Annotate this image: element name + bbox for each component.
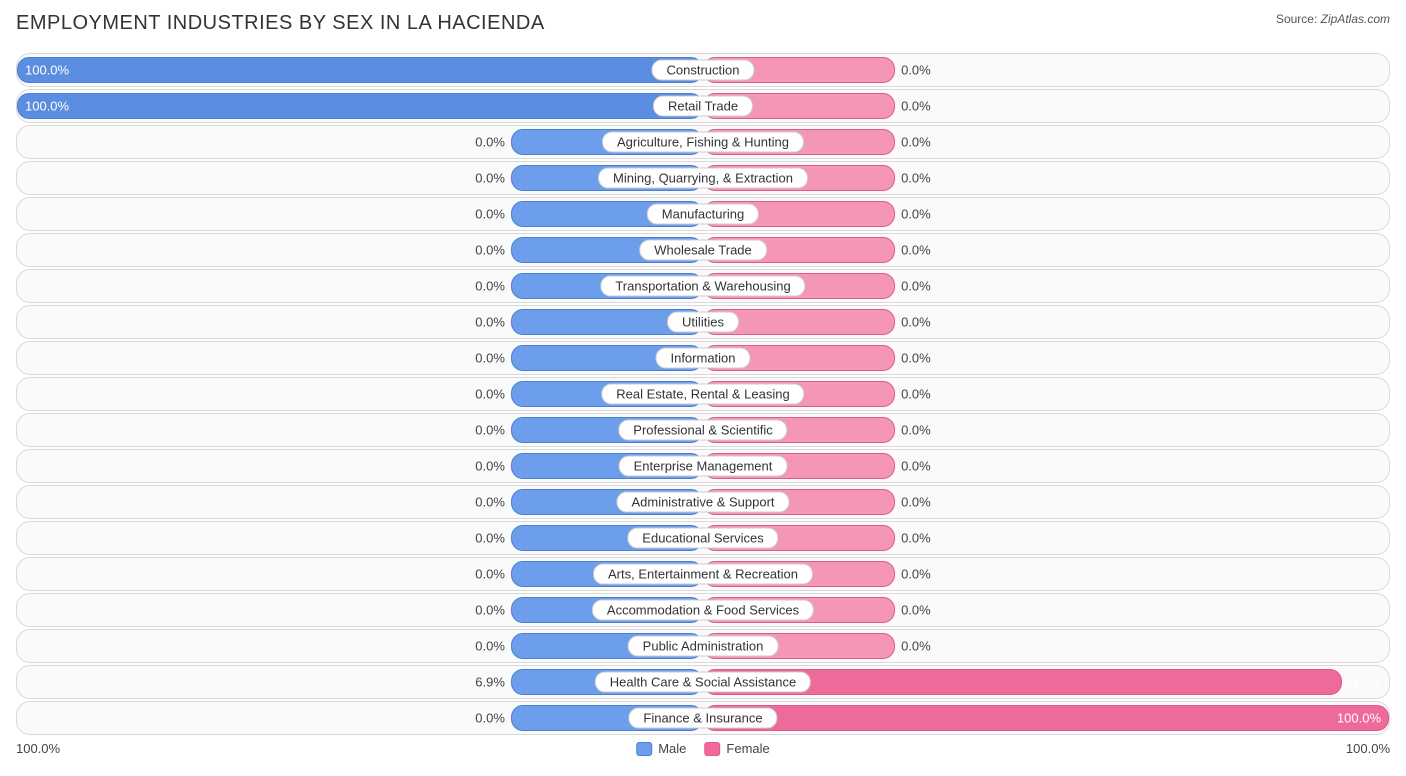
legend-male-label: Male [658,741,686,756]
female-value: 0.0% [901,63,931,78]
category-label: Educational Services [627,528,778,549]
category-label: Enterprise Management [619,456,788,477]
category-label: Arts, Entertainment & Recreation [593,564,813,585]
axis-right-label: 100.0% [1346,741,1390,756]
female-value: 0.0% [901,603,931,618]
female-value: 0.0% [901,279,931,294]
chart-row: 0.0% 0.0% Arts, Entertainment & Recreation [16,557,1390,591]
male-value: 0.0% [475,315,505,330]
female-value: 0.0% [901,351,931,366]
male-value: 0.0% [475,495,505,510]
chart-row: 0.0% 0.0% Public Administration [16,629,1390,663]
chart-row: 0.0% 0.0% Educational Services [16,521,1390,555]
female-value: 0.0% [901,639,931,654]
chart-row: 0.0% 100.0% Finance & Insurance [16,701,1390,735]
male-value: 0.0% [475,387,505,402]
female-value: 0.0% [901,99,931,114]
male-swatch-icon [636,742,652,756]
female-value: 0.0% [901,495,931,510]
female-value: 100.0% [1337,711,1381,726]
chart-row: 6.9% 93.1% Health Care & Social Assistance [16,665,1390,699]
female-value: 0.0% [901,567,931,582]
chart-row: 100.0% 0.0% Retail Trade [16,89,1390,123]
chart-row: 0.0% 0.0% Real Estate, Rental & Leasing [16,377,1390,411]
female-swatch-icon [704,742,720,756]
male-bar [17,93,703,119]
male-value: 0.0% [475,279,505,294]
female-value: 0.0% [901,207,931,222]
chart-row: 0.0% 0.0% Enterprise Management [16,449,1390,483]
category-label: Retail Trade [653,96,753,117]
chart-row: 0.0% 0.0% Wholesale Trade [16,233,1390,267]
female-value: 0.0% [901,171,931,186]
female-bar [703,705,1389,731]
male-value: 0.0% [475,531,505,546]
chart-header: EMPLOYMENT INDUSTRIES BY SEX IN LA HACIE… [16,12,1390,35]
category-label: Real Estate, Rental & Leasing [601,384,804,405]
category-label: Wholesale Trade [639,240,767,261]
female-value: 0.0% [901,531,931,546]
category-label: Manufacturing [647,204,759,225]
male-value: 0.0% [475,135,505,150]
female-value: 0.0% [901,243,931,258]
legend-item-female: Female [704,741,769,756]
chart-row: 0.0% 0.0% Agriculture, Fishing & Hunting [16,125,1390,159]
source-label: Source: [1276,12,1317,26]
male-value: 0.0% [475,243,505,258]
male-value: 0.0% [475,351,505,366]
female-value: 0.0% [901,387,931,402]
female-value: 0.0% [901,459,931,474]
chart-source: Source: ZipAtlas.com [1276,12,1390,26]
male-value: 100.0% [25,63,69,78]
chart-row: 100.0% 0.0% Construction [16,53,1390,87]
male-value: 100.0% [25,99,69,114]
chart-row: 0.0% 0.0% Manufacturing [16,197,1390,231]
category-label: Professional & Scientific [618,420,787,441]
female-value: 93.1% [1344,675,1381,690]
category-label: Construction [652,60,755,81]
category-label: Finance & Insurance [628,708,777,729]
category-label: Administrative & Support [616,492,789,513]
chart-row: 0.0% 0.0% Administrative & Support [16,485,1390,519]
category-label: Accommodation & Food Services [592,600,814,621]
female-value: 0.0% [901,315,931,330]
chart-title: EMPLOYMENT INDUSTRIES BY SEX IN LA HACIE… [16,12,545,35]
category-label: Transportation & Warehousing [600,276,805,297]
female-value: 0.0% [901,135,931,150]
axis-left-label: 100.0% [16,741,60,756]
chart-legend: Male Female [636,741,770,756]
male-value: 6.9% [475,675,505,690]
chart-row: 0.0% 0.0% Mining, Quarrying, & Extraction [16,161,1390,195]
chart-row: 0.0% 0.0% Professional & Scientific [16,413,1390,447]
chart-row: 0.0% 0.0% Information [16,341,1390,375]
category-label: Health Care & Social Assistance [595,672,811,693]
chart-row: 0.0% 0.0% Transportation & Warehousing [16,269,1390,303]
category-label: Utilities [667,312,739,333]
male-value: 0.0% [475,639,505,654]
male-value: 0.0% [475,711,505,726]
male-value: 0.0% [475,207,505,222]
chart-row: 0.0% 0.0% Accommodation & Food Services [16,593,1390,627]
female-value: 0.0% [901,423,931,438]
male-value: 0.0% [475,171,505,186]
legend-item-male: Male [636,741,686,756]
male-value: 0.0% [475,567,505,582]
male-bar [17,57,703,83]
category-label: Mining, Quarrying, & Extraction [598,168,808,189]
chart-axis: 100.0% Male Female 100.0% [16,741,1390,756]
chart-row: 0.0% 0.0% Utilities [16,305,1390,339]
male-value: 0.0% [475,423,505,438]
male-value: 0.0% [475,603,505,618]
male-value: 0.0% [475,459,505,474]
category-label: Agriculture, Fishing & Hunting [602,132,804,153]
source-value: ZipAtlas.com [1321,12,1390,26]
legend-female-label: Female [726,741,769,756]
category-label: Information [655,348,750,369]
diverging-bar-chart: 100.0% 0.0% Construction 100.0% 0.0% Retail T… [16,53,1390,735]
category-label: Public Administration [628,636,779,657]
